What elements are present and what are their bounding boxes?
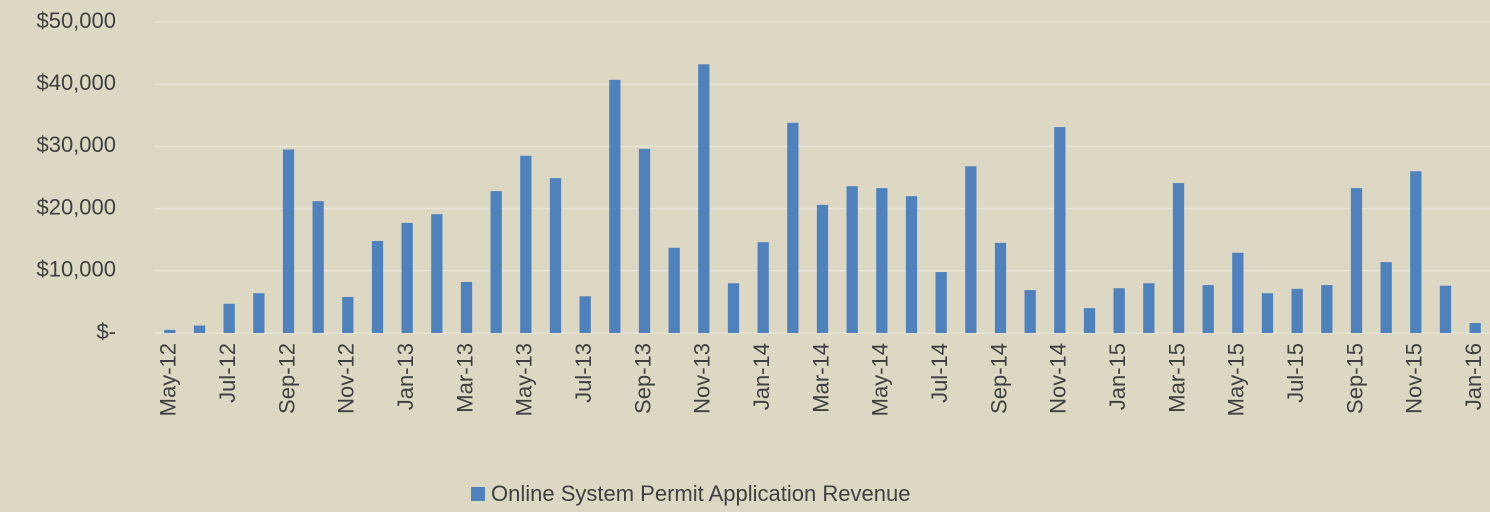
bar bbox=[1024, 290, 1036, 333]
bar bbox=[1439, 285, 1452, 333]
bar bbox=[1143, 283, 1155, 333]
y-tick-label: $10,000 bbox=[36, 257, 116, 282]
y-tick-label: $30,000 bbox=[36, 132, 116, 157]
bar bbox=[490, 191, 502, 333]
y-tick-label: $- bbox=[96, 319, 116, 344]
bar bbox=[876, 188, 888, 333]
x-tick-label: Jul-14 bbox=[927, 343, 952, 403]
bar bbox=[1469, 323, 1481, 333]
bar bbox=[520, 155, 532, 333]
x-tick-label: Mar-13 bbox=[452, 343, 477, 413]
bar bbox=[1321, 285, 1333, 333]
bar bbox=[1232, 252, 1244, 333]
y-tick-label: $50,000 bbox=[36, 8, 116, 33]
legend-swatch bbox=[471, 487, 485, 501]
bar bbox=[371, 240, 384, 333]
bar bbox=[549, 178, 562, 333]
x-tick-label: Sep-15 bbox=[1342, 343, 1367, 414]
bar bbox=[1113, 288, 1125, 333]
x-tick-label: May-14 bbox=[868, 343, 893, 416]
x-tick-label: Jan-14 bbox=[749, 343, 774, 410]
x-tick-label: Sep-13 bbox=[630, 343, 655, 414]
bar bbox=[164, 329, 176, 333]
bar bbox=[282, 149, 295, 333]
bar bbox=[312, 201, 324, 333]
bar bbox=[965, 166, 977, 333]
x-tick-label: Mar-15 bbox=[1164, 343, 1189, 413]
bar bbox=[905, 196, 918, 333]
x-tick-label: May-12 bbox=[156, 343, 181, 416]
bar bbox=[668, 247, 680, 333]
bar bbox=[1172, 183, 1185, 333]
x-tick-label: May-15 bbox=[1224, 343, 1249, 416]
bar bbox=[460, 281, 473, 333]
x-tick-label: Sep-12 bbox=[274, 343, 299, 414]
bar bbox=[787, 122, 799, 333]
bar bbox=[1202, 285, 1214, 333]
bar bbox=[401, 222, 413, 333]
bar bbox=[579, 296, 591, 333]
x-tick-label: Sep-14 bbox=[986, 343, 1011, 414]
x-tick-label: Jul-13 bbox=[571, 343, 596, 403]
x-tick-label: Jan-16 bbox=[1461, 343, 1486, 410]
bar bbox=[193, 325, 206, 333]
bar bbox=[638, 148, 651, 333]
y-tick-label: $20,000 bbox=[36, 194, 116, 219]
x-tick-label: Mar-14 bbox=[808, 343, 833, 413]
legend-label: Online System Permit Application Revenue bbox=[491, 481, 910, 506]
bar bbox=[1083, 308, 1096, 333]
bar bbox=[342, 296, 354, 333]
x-tick-label: Nov-14 bbox=[1046, 343, 1071, 414]
y-tick-label: $40,000 bbox=[36, 70, 116, 95]
bar bbox=[223, 303, 235, 333]
bar bbox=[816, 204, 829, 333]
bar bbox=[994, 242, 1007, 333]
bar bbox=[846, 186, 858, 333]
x-tick-label: May-13 bbox=[512, 343, 537, 416]
bar bbox=[609, 79, 621, 333]
bar bbox=[1380, 262, 1392, 333]
bar bbox=[1054, 127, 1066, 333]
x-tick-label: Nov-13 bbox=[690, 343, 715, 414]
bar bbox=[757, 242, 769, 333]
bar bbox=[1350, 188, 1363, 333]
x-tick-label: Jan-13 bbox=[393, 343, 418, 410]
bar bbox=[1261, 293, 1274, 333]
bar bbox=[727, 283, 740, 333]
x-tick-label: Jan-15 bbox=[1105, 343, 1130, 410]
x-tick-label: Jul-15 bbox=[1283, 343, 1308, 403]
x-tick-label: Nov-12 bbox=[334, 343, 359, 414]
bar bbox=[1291, 288, 1303, 333]
bar bbox=[253, 293, 265, 333]
x-tick-label: Nov-15 bbox=[1402, 343, 1427, 414]
bar bbox=[431, 214, 443, 333]
bar bbox=[1410, 171, 1422, 333]
bar bbox=[935, 272, 947, 333]
x-tick-label: Jul-12 bbox=[215, 343, 240, 403]
bar bbox=[698, 64, 710, 334]
